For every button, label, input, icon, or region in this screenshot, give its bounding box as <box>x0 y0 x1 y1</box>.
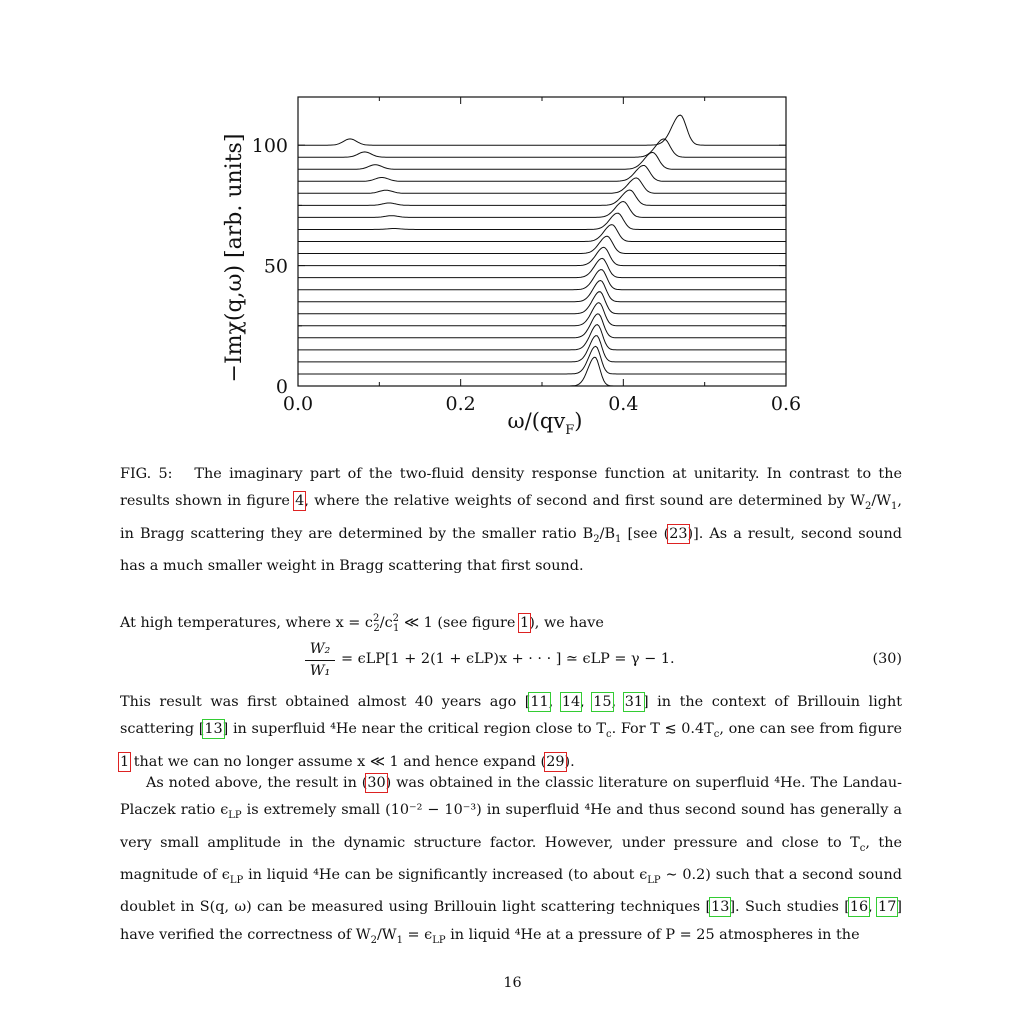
ref-link[interactable]: 4 <box>293 491 307 512</box>
citation-link[interactable]: 16 <box>847 897 871 918</box>
paragraph: This result was first obtained almost 40… <box>117 692 903 772</box>
citation-link[interactable]: 11 <box>528 692 551 712</box>
ref-link[interactable]: 29 <box>544 751 567 772</box>
x-tick-label: 0.6 <box>771 393 801 415</box>
response-curve <box>298 212 786 230</box>
response-curve <box>298 257 786 279</box>
response-curve <box>298 224 786 242</box>
citation-link[interactable]: 13 <box>709 897 732 918</box>
paragraph: At high temperatures, where x = c22/c21 … <box>120 612 604 634</box>
citation-link[interactable]: 15 <box>591 692 614 712</box>
y-tick-labels: 0 50 100 <box>252 135 288 398</box>
response-curve <box>298 345 786 375</box>
response-curve <box>298 324 786 351</box>
response-curve <box>298 138 786 158</box>
response-curve <box>298 235 786 254</box>
response-curve <box>298 177 786 194</box>
response-curve <box>298 114 786 146</box>
y-tick-label: 50 <box>264 256 288 278</box>
response-curve <box>298 313 786 339</box>
x-tick-label: 0.0 <box>283 393 313 415</box>
response-curve <box>298 335 786 363</box>
response-curve <box>298 356 786 387</box>
page-number: 16 <box>503 975 522 991</box>
response-curve <box>298 269 786 291</box>
citation-link[interactable]: 14 <box>559 692 583 712</box>
response-curve <box>298 189 786 206</box>
response-curve <box>298 151 786 170</box>
x-tick-label: 0.4 <box>608 393 638 415</box>
figure-5-chart: 0 50 100 0.0 0.2 0.4 0.6 −Imχ(q,ω) [arb. unit… <box>222 96 801 438</box>
response-curves <box>298 114 786 387</box>
response-curve <box>298 302 786 327</box>
ref-link[interactable]: 1 <box>517 612 532 633</box>
fraction: W₂ W₁ <box>305 640 335 681</box>
y-tick-label: 100 <box>252 135 288 157</box>
response-curve <box>298 279 786 303</box>
response-curve <box>298 200 786 218</box>
x-axis-label: ω/(qvF) <box>508 409 583 438</box>
equation-number: (30) <box>872 651 902 667</box>
response-curve <box>298 291 786 315</box>
paragraph: As noted above, the result in (30) was o… <box>120 773 902 946</box>
ref-link[interactable]: 1 <box>117 751 132 772</box>
response-curve <box>298 246 786 267</box>
equation-body: = ϵLP[1 + 2(1 + ϵLP)x + · · · ] ≃ ϵLP = … <box>341 651 675 667</box>
figure-caption: FIG. 5: The imaginary part of the two-fl… <box>120 466 902 574</box>
citation-link[interactable]: 13 <box>202 719 225 740</box>
ref-link[interactable]: 23 <box>667 523 690 544</box>
caption-label: FIG. 5: <box>120 466 173 482</box>
citation-link[interactable]: 31 <box>622 692 646 712</box>
y-tick-label: 0 <box>276 376 288 398</box>
x-tick-label: 0.2 <box>446 393 476 415</box>
y-axis-label: −Imχ(q,ω) [arb. units] <box>222 134 247 383</box>
equation-30: W₂ W₁ = ϵLP[1 + 2(1 + ϵLP)x + · · · ] ≃ ϵ… <box>305 640 902 684</box>
response-curve <box>298 165 786 182</box>
citation-link[interactable]: 17 <box>876 897 899 918</box>
x-tick-labels: 0.0 0.2 0.4 0.6 <box>283 393 801 415</box>
ref-link[interactable]: 30 <box>365 773 388 793</box>
